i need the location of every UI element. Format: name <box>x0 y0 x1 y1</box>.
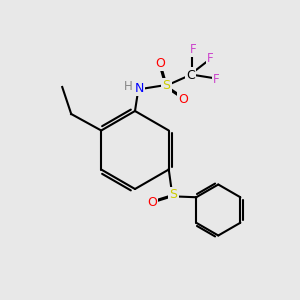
Text: C: C <box>186 68 195 82</box>
Text: S: S <box>169 188 177 202</box>
Text: S: S <box>163 79 170 92</box>
Text: O: O <box>156 56 165 70</box>
Text: F: F <box>207 52 213 65</box>
Text: F: F <box>213 73 219 86</box>
Text: N: N <box>135 82 144 95</box>
Text: F: F <box>190 43 197 56</box>
Text: O: O <box>147 196 157 209</box>
Text: H: H <box>124 80 133 94</box>
Text: O: O <box>178 92 188 106</box>
